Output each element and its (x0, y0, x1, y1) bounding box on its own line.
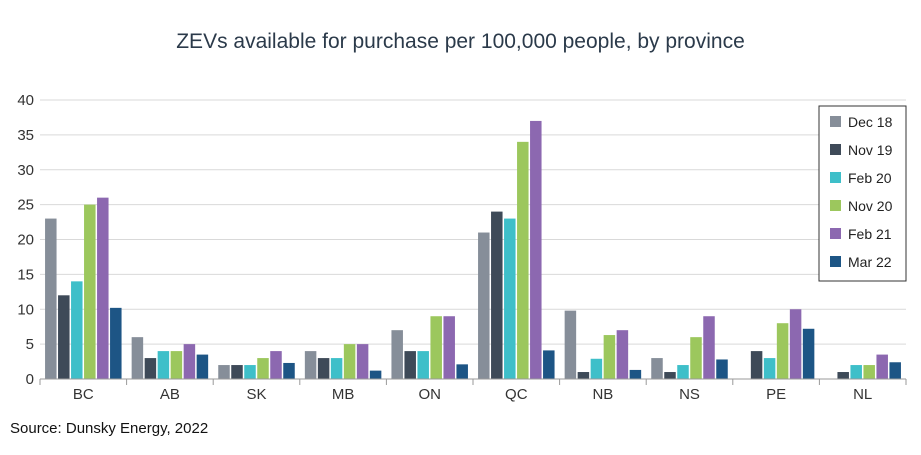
bar-bc-mar-22 (110, 307, 122, 379)
bar-ab-feb-20 (157, 351, 170, 379)
bar-mb-mar-22 (369, 370, 382, 379)
bar-ab-nov-19 (144, 358, 157, 379)
bar-qc-nov-19 (491, 211, 503, 379)
bar-qc-mar-22 (543, 350, 555, 379)
bar-sk-nov-20 (257, 358, 269, 379)
bar-qc-feb-20 (504, 218, 516, 379)
y-tick-label: 15 (17, 266, 34, 283)
source-note: Source: Dunsky Energy, 2022 (10, 420, 209, 437)
bar-qc-feb-21 (530, 120, 542, 380)
legend-entry: Mar 22 (848, 254, 892, 270)
bar-nb-dec-18 (564, 310, 577, 379)
x-tick-label: MB (332, 386, 355, 403)
legend: Dec 18 Nov 19 Feb 20 Nov 20 Feb 21 Mar 22 (818, 105, 907, 282)
bar-nl-nov-20 (863, 365, 875, 379)
bar-nb-nov-19 (577, 372, 590, 379)
bar-pe-feb-20 (763, 358, 776, 379)
bar-qc-nov-20 (517, 141, 529, 379)
y-tick-label: 10 (17, 301, 34, 318)
x-tick-label: NS (679, 386, 700, 403)
bar-bc-feb-20 (71, 281, 83, 379)
bar-nl-mar-22 (889, 362, 901, 379)
bar-ns-nov-19 (664, 372, 676, 379)
legend-swatch (830, 228, 841, 239)
legend-swatch (830, 144, 841, 155)
bar-ns-mar-22 (716, 359, 728, 379)
x-tick-label: NB (592, 386, 613, 403)
bar-on-dec-18 (391, 330, 403, 379)
bar-ns-feb-21 (703, 316, 715, 379)
y-tick-label: 0 (26, 371, 34, 388)
x-tick-label: NL (853, 386, 872, 403)
bar-pe-feb-21 (789, 309, 802, 379)
x-tick-label: SK (246, 386, 266, 403)
bar-on-feb-20 (417, 351, 429, 379)
bar-nb-mar-22 (629, 369, 642, 379)
y-tick-label: 20 (17, 232, 34, 249)
legend-swatch (830, 256, 841, 267)
chart-title: ZEVs available for purchase per 100,000 … (176, 30, 745, 53)
bar-mb-nov-19 (317, 358, 330, 379)
bar-on-mar-22 (456, 364, 468, 379)
legend-swatch (830, 172, 841, 183)
bar-nl-nov-19 (837, 372, 849, 379)
bar-pe-mar-22 (802, 328, 815, 379)
bar-nb-feb-20 (590, 358, 603, 379)
bar-ab-nov-20 (170, 351, 183, 379)
axes: 0 5 10 15 20 25 30 35 40 BC AB SK MB ON QC NB NS PE NL (17, 92, 907, 403)
bar-nl-feb-21 (876, 354, 888, 379)
bar-sk-feb-21 (270, 351, 282, 379)
legend-entry: Feb 21 (848, 226, 892, 242)
y-tick-label: 30 (17, 162, 34, 179)
bar-on-feb-21 (443, 316, 455, 379)
legend-swatch (830, 200, 841, 211)
bar-ab-dec-18 (131, 337, 144, 379)
bar-qc-dec-18 (478, 232, 490, 379)
bar-pe-nov-20 (776, 323, 789, 379)
bar-mb-feb-20 (330, 358, 343, 379)
x-tick-label: PE (766, 386, 786, 403)
bar-sk-nov-19 (231, 365, 243, 379)
bar-sk-feb-20 (244, 365, 256, 379)
x-tick-label: AB (160, 386, 180, 403)
bar-ns-feb-20 (677, 365, 689, 379)
y-tick-label: 25 (17, 197, 34, 214)
bar-nb-nov-20 (603, 335, 616, 379)
bar-pe-nov-19 (750, 351, 763, 379)
gridlines (40, 99, 906, 345)
bar-mb-nov-20 (343, 344, 356, 379)
legend-entry: Dec 18 (848, 114, 893, 130)
y-tick-label: 40 (17, 92, 34, 109)
bar-nb-feb-21 (616, 330, 629, 379)
bar-mb-feb-21 (356, 344, 369, 379)
legend-entry: Nov 20 (848, 198, 893, 214)
legend-swatch (830, 116, 841, 127)
bar-ns-dec-18 (651, 358, 663, 379)
legend-entry: Nov 19 (848, 142, 893, 158)
bar-ns-nov-20 (690, 337, 702, 379)
x-tick-label: ON (418, 386, 441, 403)
y-tick-label: 35 (17, 127, 34, 144)
bar-bc-nov-19 (58, 295, 70, 379)
legend-box (818, 105, 907, 282)
bar-bc-nov-20 (84, 204, 96, 379)
y-tick-label: 5 (26, 336, 34, 353)
x-tick-label: QC (505, 386, 528, 403)
bar-ab-mar-22 (196, 354, 209, 379)
bar-ab-feb-21 (183, 344, 196, 379)
bar-nl-feb-20 (850, 365, 862, 379)
bar-bc-feb-21 (97, 197, 109, 379)
bar-sk-dec-18 (218, 365, 230, 379)
bar-sk-mar-22 (283, 362, 295, 379)
bars (45, 120, 901, 380)
legend-entry: Feb 20 (848, 170, 892, 186)
bar-on-nov-20 (430, 316, 442, 379)
bar-bc-dec-18 (45, 218, 57, 379)
bar-on-nov-19 (404, 351, 416, 379)
bar-mb-dec-18 (304, 351, 317, 379)
x-tick-label: BC (73, 386, 94, 403)
